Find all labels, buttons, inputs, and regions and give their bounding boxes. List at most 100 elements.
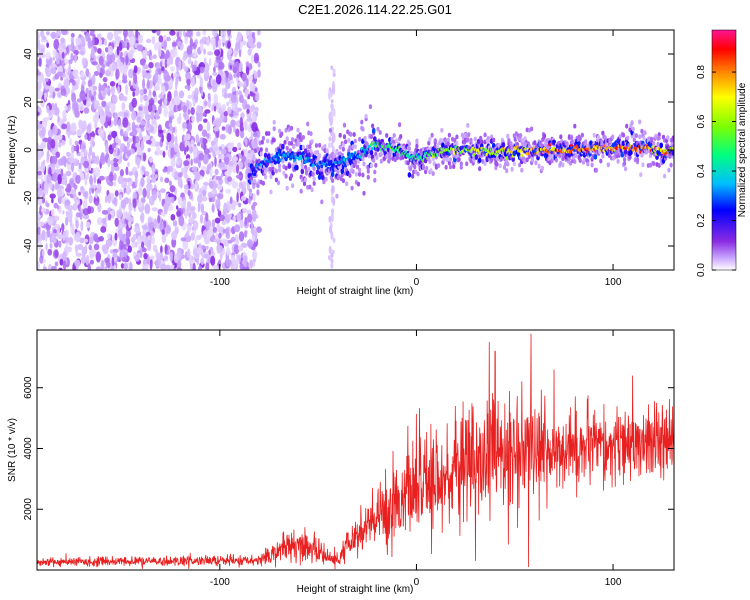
- heatmap-cell: [136, 116, 142, 123]
- heatmap-cell: [510, 166, 514, 172]
- heatmap-cell: [308, 184, 312, 190]
- heatmap-cell: [655, 154, 659, 160]
- heatmap-cell: [330, 103, 334, 112]
- heatmap-cell: [331, 208, 335, 215]
- heatmap-cell: [256, 146, 260, 152]
- heatmap-cell: [215, 144, 218, 151]
- heatmap-cell: [235, 41, 239, 52]
- heatmap-cell: [145, 72, 152, 80]
- heatmap-cell: [494, 165, 498, 171]
- heatmap-cell: [82, 199, 88, 210]
- heatmap-cell: [507, 138, 511, 143]
- heatmap-cell: [219, 214, 225, 221]
- heatmap-cell: [127, 161, 130, 168]
- heatmap-cell: [611, 134, 615, 140]
- heatmap-cell: [444, 164, 448, 170]
- heatmap-cell: [223, 110, 229, 117]
- heatmap-cell: [37, 261, 40, 270]
- heatmap-cell: [220, 75, 226, 86]
- heatmap-cell: [113, 181, 117, 187]
- heatmap-cell: [134, 225, 141, 234]
- heatmap-cell: [120, 57, 126, 63]
- heatmap-cell: [125, 166, 129, 176]
- heatmap-cell: [73, 192, 77, 202]
- heatmap-cell: [151, 118, 157, 126]
- heatmap-cell: [204, 62, 210, 73]
- heatmap-cell: [353, 144, 357, 150]
- heatmap-cell: [368, 104, 372, 110]
- heatmap-cell: [187, 224, 191, 234]
- heatmap-cell: [177, 150, 181, 159]
- heatmap-cell: [90, 95, 95, 102]
- heatmap-cell: [239, 219, 244, 229]
- heatmap-cell: [171, 237, 177, 248]
- heatmap-cell: [236, 192, 239, 203]
- heatmap-cell: [342, 122, 347, 128]
- heatmap-cell: [202, 30, 207, 36]
- heatmap-cell: [55, 30, 61, 37]
- heatmap-cell: [90, 30, 95, 36]
- heatmap-cell: [49, 181, 53, 190]
- heatmap-cell: [202, 137, 206, 144]
- heatmap-cell: [77, 204, 81, 212]
- heatmap-cell: [217, 192, 224, 200]
- heatmap-cell: [75, 219, 79, 229]
- heatmap-cell: [160, 188, 166, 193]
- heatmap-cell: [341, 142, 345, 148]
- heatmap-cell: [123, 30, 128, 38]
- heatmap-cell: [68, 236, 74, 246]
- heatmap-cell: [91, 151, 96, 159]
- heatmap-cell: [238, 231, 245, 242]
- heatmap-cell: [126, 42, 130, 51]
- heatmap-cell: [67, 246, 72, 253]
- heatmap-cell: [623, 157, 627, 162]
- heatmap-cell: [126, 126, 129, 134]
- heatmap-cell: [192, 50, 197, 58]
- heatmap-cell: [657, 132, 661, 138]
- heatmap-cell: [310, 187, 314, 193]
- heatmap-cell: [224, 156, 230, 166]
- heatmap-cell: [336, 169, 340, 175]
- heatmap-cell: [107, 193, 111, 204]
- heatmap-cell: [537, 163, 541, 169]
- heatmap-cell: [299, 137, 303, 143]
- heatmap-cell: [111, 209, 115, 220]
- heatmap-cell: [177, 40, 182, 48]
- heatmap-cell: [210, 36, 216, 46]
- heatmap-cell: [601, 153, 605, 159]
- heatmap-cell: [121, 257, 127, 262]
- heatmap-cell: [46, 174, 52, 184]
- heatmap-cell: [50, 67, 57, 75]
- heatmap-cell: [226, 101, 230, 107]
- heatmap-cell: [60, 88, 67, 96]
- heatmap-cell: [80, 155, 85, 165]
- heatmap-cell: [135, 241, 138, 248]
- heatmap-cell: [261, 180, 265, 186]
- heatmap-cell: [88, 194, 93, 204]
- heatmap-cell: [220, 173, 224, 178]
- heatmap-cell: [242, 207, 248, 213]
- heatmap-cell: [199, 39, 205, 45]
- heatmap-cell: [430, 132, 434, 138]
- heatmap-cell: [227, 40, 231, 49]
- heatmap-cell: [146, 182, 153, 191]
- heatmap-cell: [246, 77, 249, 87]
- heatmap-cell: [203, 48, 207, 55]
- heatmap-cell: [256, 189, 260, 196]
- heatmap-cell: [433, 138, 437, 144]
- heatmap-cell: [229, 65, 232, 70]
- heatmap-cell: [182, 105, 188, 113]
- heatmap-cell: [215, 198, 221, 210]
- heatmap-cell: [139, 94, 144, 103]
- heatmap-cell: [203, 253, 210, 259]
- heatmap-cell: [165, 224, 171, 235]
- heatmap-cell: [196, 247, 202, 254]
- heatmap-cell: [166, 249, 170, 256]
- heatmap-cell: [77, 243, 84, 251]
- x-tick-label: 0: [414, 577, 420, 588]
- heatmap-cell: [520, 167, 524, 173]
- heatmap-cell: [225, 227, 230, 237]
- heatmap-cell: [182, 201, 187, 207]
- heatmap-cell: [289, 141, 294, 146]
- heatmap-cell: [244, 230, 248, 238]
